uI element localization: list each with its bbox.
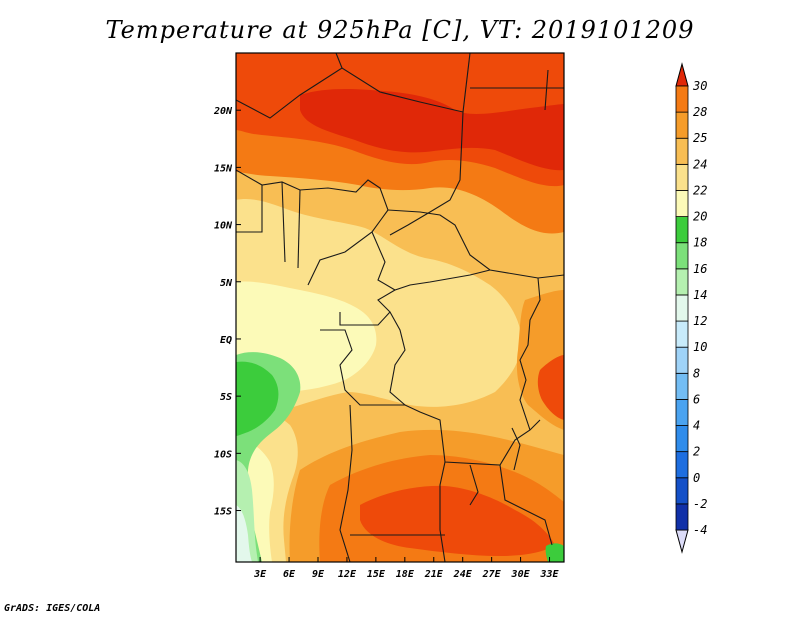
colorbar-label: 0 (693, 471, 700, 485)
colorbar-label: 30 (692, 79, 707, 93)
colorbar-swatch (676, 86, 688, 112)
y-tick-label: 10N (214, 221, 233, 232)
x-tick-label: 15E (367, 569, 386, 580)
colorbar-swatch (676, 295, 688, 321)
temperature-field (236, 53, 564, 562)
colorbar-label: 2 (693, 445, 700, 459)
colorbar-swatch (676, 190, 688, 216)
colorbar-swatch (676, 452, 688, 478)
colorbar-extend-low (676, 530, 688, 552)
x-tick-label: 18E (396, 569, 415, 580)
colorbar-swatch (676, 426, 688, 452)
colorbar-label: 8 (693, 366, 700, 380)
y-tick-label: EQ (220, 335, 232, 346)
colorbar-swatch (676, 217, 688, 243)
colorbar-label: -4 (693, 523, 707, 537)
x-tick-label: 21E (424, 569, 444, 580)
colorbar-swatch (676, 138, 688, 164)
colorbar-label: 14 (693, 288, 707, 302)
colorbar-swatch (676, 399, 688, 425)
colorbar-swatch (676, 112, 688, 138)
colorbar-label: 25 (693, 131, 707, 145)
x-tick-label: 3E (253, 569, 267, 580)
colorbar-label: 4 (693, 419, 700, 433)
colorbar-label: 10 (693, 340, 707, 354)
x-tick-label: 33E (539, 569, 559, 580)
colorbar-label: 12 (693, 314, 707, 328)
colorbar-label: 28 (693, 105, 707, 119)
colorbar-label: 20 (693, 210, 707, 224)
colorbar-swatch (676, 478, 688, 504)
x-tick-label: 30E (511, 569, 531, 580)
colorbar-swatch (676, 269, 688, 295)
y-tick-label: 10S (214, 449, 232, 460)
y-tick-label: 15S (214, 507, 232, 518)
colorbar-label: -2 (693, 497, 707, 511)
x-tick-label: 24E (453, 569, 473, 580)
colorbar-swatch (676, 373, 688, 399)
x-tick-label: 12E (338, 569, 357, 580)
footer-credit: GrADS: IGES/COLA (4, 603, 100, 614)
x-tick-label: 27E (482, 569, 502, 580)
y-tick-label: 15N (214, 163, 233, 174)
colorbar-label: 24 (693, 157, 707, 171)
colorbar-swatch (676, 243, 688, 269)
x-tick-label: 9E (312, 569, 325, 580)
chart: 3E 6E 9E 12E 15E 18E 21E 24E 27E 30E 33E 20N 15N 10N… (0, 0, 800, 618)
y-tick-label: 20N (213, 106, 233, 117)
colorbar-swatch (676, 164, 688, 190)
colorbar-label: 16 (693, 262, 707, 276)
colorbar-label: 22 (693, 183, 707, 197)
y-tick-label: 5N (220, 278, 233, 289)
colorbar-label: 6 (693, 392, 700, 406)
colorbar-swatch (676, 504, 688, 530)
colorbar-swatch (676, 347, 688, 373)
x-tick-label: 6E (283, 569, 296, 580)
colorbar-swatch (676, 321, 688, 347)
colorbar-label: 18 (693, 236, 707, 250)
field-se-spot (546, 543, 564, 562)
y-tick-label: 5S (220, 392, 232, 403)
colorbar-extend-high (676, 64, 688, 86)
